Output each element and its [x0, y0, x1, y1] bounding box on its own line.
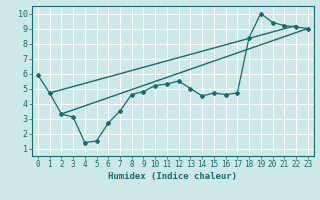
X-axis label: Humidex (Indice chaleur): Humidex (Indice chaleur): [108, 172, 237, 181]
